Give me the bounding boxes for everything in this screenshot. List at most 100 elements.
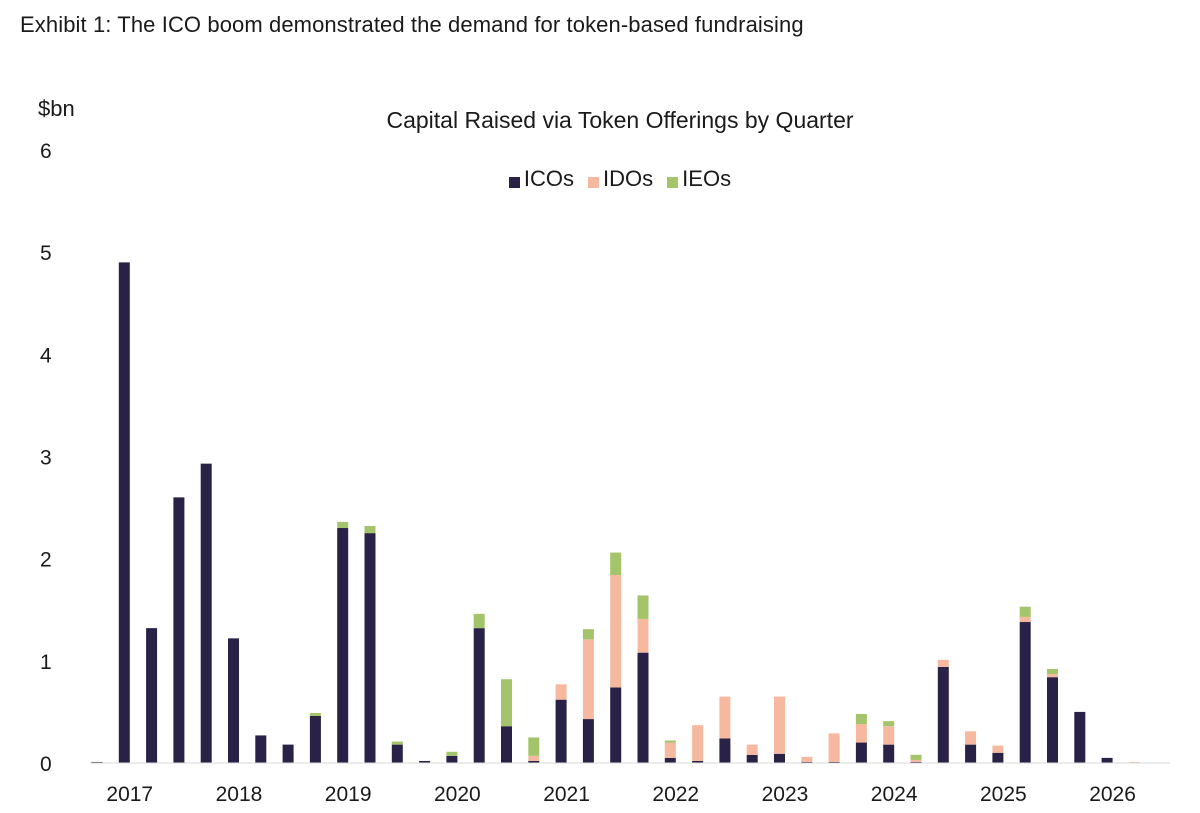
bar-icos-1 — [118, 262, 130, 763]
bar-icos-18 — [582, 719, 594, 763]
bar-icos-15 — [501, 726, 512, 763]
bar-icos-22 — [692, 760, 704, 763]
bar-idos-31 — [937, 659, 949, 667]
bar-idos-16 — [528, 755, 540, 761]
x-tick-label-2023: 2023 — [762, 783, 809, 806]
bar-icos-11 — [391, 744, 403, 763]
bar-icos-23 — [719, 738, 731, 763]
bar-icos-24 — [746, 754, 758, 763]
bar-idos-21 — [664, 742, 676, 758]
chart-legend: ICOs IDOs IEOs — [0, 166, 1200, 192]
bar-ieos-35 — [1047, 669, 1058, 675]
exhibit-title: Exhibit 1: The ICO boom demonstrated the… — [20, 12, 804, 37]
bar-idos-23 — [719, 696, 731, 739]
bar-idos-19 — [610, 575, 622, 688]
bar-idos-35 — [1047, 674, 1058, 678]
bar-idos-34 — [1019, 616, 1031, 623]
bar-icos-31 — [937, 666, 949, 763]
bar-idos-30 — [910, 759, 922, 762]
bar-ieos-10 — [364, 525, 376, 534]
legend-item-icos: ICOs — [508, 166, 575, 192]
legend-swatch-idos — [588, 176, 600, 188]
bar-ieos-11 — [391, 741, 403, 745]
bar-icos-37 — [1101, 757, 1113, 763]
legend-label-ieos: IEOs — [682, 166, 732, 191]
x-tick-label-2024: 2024 — [871, 783, 918, 806]
bar-icos-25 — [774, 753, 785, 763]
bar-ieos-29 — [883, 721, 895, 727]
bar-idos-32 — [965, 731, 977, 745]
bar-icos-33 — [992, 752, 1004, 763]
bar-icos-32 — [965, 744, 977, 763]
bar-idos-24 — [746, 744, 758, 755]
bar-icos-5 — [228, 638, 239, 763]
y-tick-label-6: 6 — [40, 140, 52, 163]
y-axis-unit-label: $bn — [38, 96, 75, 121]
bar-ieos-18 — [582, 629, 594, 640]
x-tick-label-2025: 2025 — [980, 783, 1027, 806]
bar-ieos-28 — [855, 713, 867, 725]
legend-swatch-ieos — [667, 176, 679, 188]
bar-ieos-30 — [910, 754, 922, 760]
bar-icos-36 — [1074, 711, 1086, 763]
bar-ieos-9 — [337, 521, 349, 529]
y-tick-label-1: 1 — [40, 651, 52, 674]
bar-icos-13 — [446, 755, 458, 763]
bar-icos-9 — [337, 528, 349, 763]
bar-ieos-21 — [664, 740, 676, 743]
bar-icos-28 — [855, 742, 867, 763]
x-tick-label-2022: 2022 — [652, 783, 699, 806]
bar-idos-38 — [1128, 761, 1140, 763]
bar-ieos-13 — [446, 751, 458, 756]
bar-ieos-20 — [637, 595, 649, 619]
x-tick-label-2021: 2021 — [543, 783, 590, 806]
bar-icos-34 — [1019, 622, 1031, 763]
bar-icos-10 — [364, 533, 376, 763]
y-tick-label-3: 3 — [40, 447, 52, 470]
bar-icos-26 — [801, 761, 813, 763]
y-tick-label-0: 0 — [40, 753, 52, 776]
bar-idos-17 — [555, 684, 567, 700]
bar-icos-6 — [255, 735, 267, 763]
x-tick-label-2018: 2018 — [216, 783, 263, 806]
bar-icos-2 — [146, 628, 158, 763]
bar-icos-8 — [309, 716, 321, 763]
chart-title: Capital Raised via Token Offerings by Qu… — [386, 107, 854, 133]
bar-icos-29 — [883, 744, 895, 763]
legend-item-idos: IDOs — [588, 166, 653, 192]
bar-idos-22 — [692, 725, 704, 761]
bar-idos-33 — [992, 745, 1004, 753]
x-tick-label-2026: 2026 — [1089, 783, 1136, 806]
y-tick-label-2: 2 — [40, 549, 52, 572]
bar-idos-26 — [801, 756, 813, 762]
x-tick-label-2019: 2019 — [325, 783, 372, 806]
x-tick-label-2020: 2020 — [434, 783, 481, 806]
legend-swatch-icos — [508, 176, 520, 188]
bar-idos-27 — [828, 733, 840, 762]
bar-icos-12 — [419, 760, 431, 763]
bar-icos-7 — [282, 744, 294, 763]
x-tick-label-2017: 2017 — [106, 783, 153, 806]
y-tick-label-4: 4 — [40, 344, 52, 367]
bar-icos-4 — [200, 463, 212, 763]
bar-icos-19 — [610, 687, 622, 763]
legend-item-ieos: IEOs — [667, 166, 731, 192]
bar-icos-35 — [1047, 677, 1058, 763]
bar-icos-27 — [828, 761, 840, 763]
bar-ieos-16 — [528, 737, 540, 756]
bar-idos-29 — [883, 726, 895, 745]
bar-icos-14 — [473, 628, 485, 763]
bar-idos-18 — [582, 639, 594, 720]
bar-ieos-19 — [610, 552, 622, 576]
bar-idos-25 — [774, 696, 785, 754]
bar-icos-3 — [173, 497, 185, 763]
y-tick-label-5: 5 — [40, 242, 52, 265]
bar-ieos-15 — [501, 679, 512, 727]
bar-ieos-8 — [309, 712, 321, 717]
legend-label-icos: ICOs — [523, 166, 575, 191]
bar-ieos-14 — [473, 613, 485, 629]
bar-icos-16 — [528, 760, 540, 763]
bar-icos-0 — [91, 761, 103, 763]
bar-icos-21 — [664, 757, 676, 763]
